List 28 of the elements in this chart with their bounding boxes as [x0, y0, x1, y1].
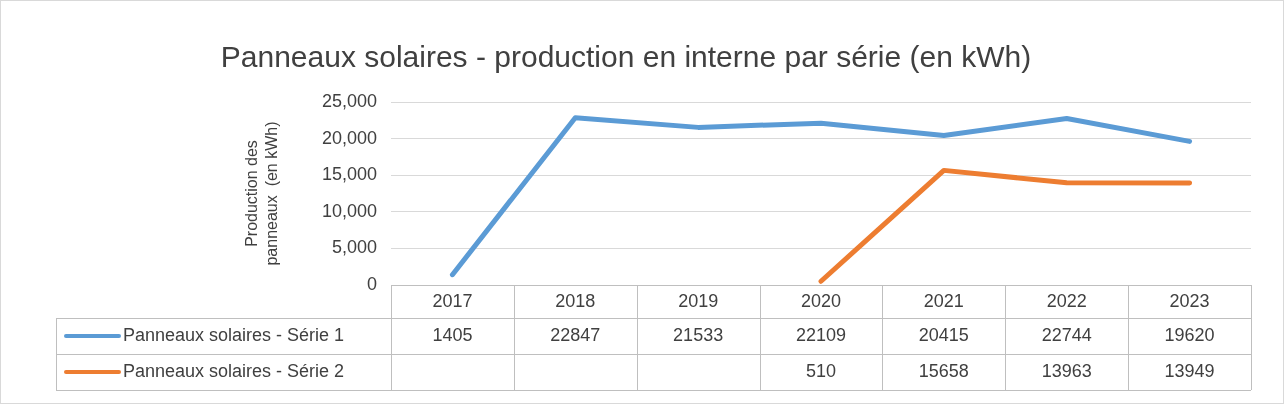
x-tick-label: 2023 [1169, 290, 1210, 311]
x-tick-label: 2022 [1046, 290, 1087, 311]
y-tick-label: 0 [366, 273, 377, 294]
data-label: 21533 [673, 324, 724, 345]
data-label: 1405 [432, 324, 473, 345]
data-label: 22109 [795, 324, 847, 345]
legend-label: Panneaux solaires - Série 2 [123, 360, 345, 381]
x-tick-label: 2018 [555, 290, 596, 311]
data-label: 20415 [918, 324, 969, 345]
y-tick-label: 25,000 [321, 90, 377, 111]
data-label: 19620 [1164, 324, 1215, 345]
y-tick-label: 20,000 [321, 127, 377, 148]
legend-label: Panneaux solaires - Série 1 [123, 324, 345, 345]
data-label: 13963 [1041, 360, 1092, 381]
data-label: 22847 [550, 324, 601, 345]
chart-title: Panneaux solaires - production en interne par série (en kWh) [220, 40, 1032, 74]
y-tick-label: 10,000 [321, 200, 377, 221]
y-tick-label: 5,000 [331, 237, 377, 258]
data-label: 15658 [918, 360, 969, 381]
y-tick-label: 15,000 [321, 164, 377, 185]
x-tick-label: 2021 [923, 290, 964, 311]
x-tick-label: 2020 [800, 290, 842, 311]
data-label: 510 [805, 360, 837, 381]
y-axis-title: Production des panneaux (en kWh) [243, 121, 281, 266]
x-tick-label: 2019 [678, 290, 719, 311]
data-label: 13949 [1164, 360, 1215, 381]
data-label: 22744 [1041, 324, 1092, 345]
x-tick-label: 2017 [432, 290, 473, 311]
